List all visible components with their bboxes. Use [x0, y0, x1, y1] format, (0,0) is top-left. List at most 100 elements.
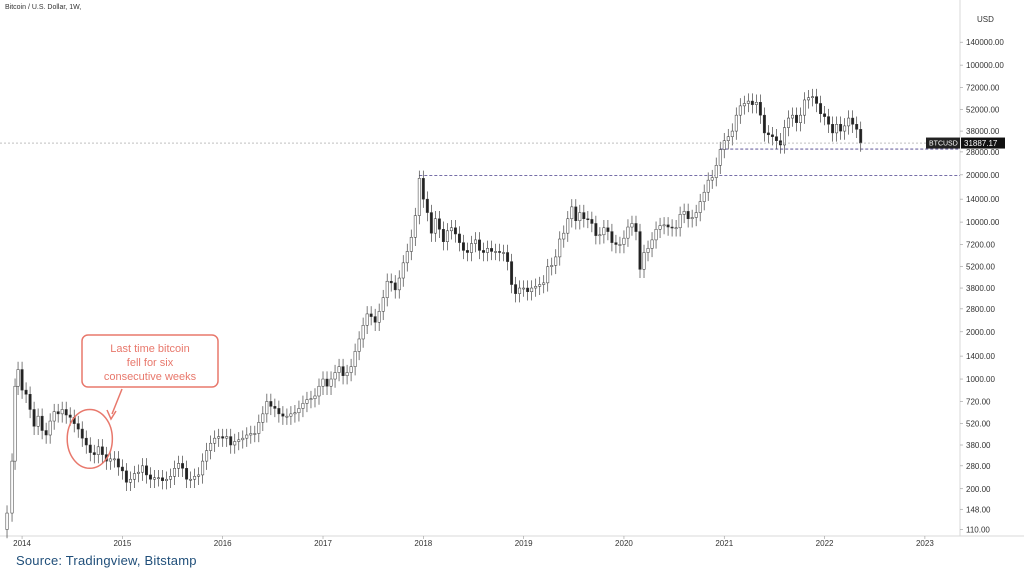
candle-body [285, 415, 289, 418]
candle-body [622, 237, 626, 245]
candle-body [389, 280, 393, 284]
candlesticks [5, 88, 863, 539]
y-tick-label: 20000.00 [966, 171, 1000, 180]
candle-body [337, 366, 341, 373]
candle-body [153, 477, 156, 480]
candle-body [329, 378, 333, 387]
y-tick-label: 110.00 [966, 526, 990, 535]
candle-body [726, 136, 730, 141]
candle-body [413, 215, 417, 238]
candle-body [193, 476, 197, 480]
candle-body [514, 284, 518, 294]
candle-body [313, 395, 317, 399]
candle-body [189, 478, 193, 481]
candle-body [510, 261, 514, 285]
candle-body [289, 413, 293, 417]
symbol-label: BTCUSD [929, 141, 958, 148]
candle-body [36, 415, 40, 427]
candle-body [225, 436, 229, 439]
candle-body [770, 134, 774, 137]
candle-body [373, 316, 377, 323]
candle-body [385, 280, 389, 298]
candle-body [811, 96, 814, 98]
candle-body [714, 165, 718, 178]
candle-body [13, 385, 17, 462]
y-tick-label: 280.00 [966, 462, 991, 471]
candle-body [783, 127, 786, 146]
candle-body [301, 403, 305, 409]
candle-body [803, 99, 806, 116]
candle-body [237, 439, 241, 442]
candle-body [277, 408, 281, 415]
last-price-value: 31887.17 [964, 139, 998, 148]
candle-body [52, 411, 56, 422]
candle-body [241, 437, 245, 441]
candle-body [92, 452, 96, 455]
candle-body [734, 114, 738, 132]
candle-body [746, 100, 750, 104]
candle-body [494, 251, 497, 253]
candle-body [626, 226, 630, 239]
x-tick-label: 2022 [816, 539, 834, 548]
y-tick-label: 7200.00 [966, 240, 995, 249]
candle-body [5, 512, 9, 530]
candle-body [116, 458, 120, 468]
candle-body [209, 442, 213, 451]
candle-body [349, 366, 353, 373]
candle-body [478, 239, 481, 251]
candle-body [417, 178, 421, 216]
candle-body [738, 105, 742, 116]
candle-body [140, 465, 144, 473]
candle-body [124, 470, 128, 483]
candle-body [574, 206, 578, 221]
candle-body [165, 478, 168, 481]
y-tick-label: 3800.00 [966, 284, 995, 293]
candle-body [297, 408, 301, 413]
candle-body [100, 446, 104, 455]
candle-body [843, 125, 847, 132]
candle-body [221, 436, 225, 439]
candle-body [594, 223, 598, 236]
candle-body [550, 265, 554, 267]
candle-body [847, 117, 851, 127]
candle-body [265, 401, 269, 415]
candle-body [185, 468, 189, 480]
candle-body [80, 428, 84, 439]
annotation: Last time bitcoin fell for six consecuti… [66, 334, 219, 470]
candle-body [245, 434, 249, 439]
candle-body [534, 286, 538, 289]
highlight-ellipse [66, 408, 114, 470]
candle-body [570, 206, 574, 220]
candle-body [177, 463, 181, 469]
candle-body [132, 473, 136, 480]
candle-body [421, 178, 425, 200]
candle-body [586, 218, 590, 221]
y-tick-label: 10000.00 [966, 218, 1000, 227]
candle-body [470, 243, 473, 253]
candle-body [84, 437, 88, 446]
candle-body [213, 437, 217, 444]
chart-title: Bitcoin / U.S. Dollar, 1W, [5, 4, 81, 11]
candle-body [795, 114, 798, 123]
candle-body [678, 214, 682, 229]
candle-body [197, 474, 201, 477]
candle-body [839, 124, 843, 132]
candle-body [249, 433, 253, 436]
candle-body [791, 114, 794, 119]
candle-body [754, 102, 758, 105]
candle-body [56, 411, 60, 415]
candle-body [201, 460, 205, 476]
candle-body [257, 422, 261, 434]
annotation-line-3: consecutive weeks [104, 371, 197, 383]
reference-lines [419, 148, 960, 176]
candle-body [666, 224, 670, 228]
candle-body [766, 132, 770, 136]
annotation-arrow-head [106, 409, 117, 421]
candle-body [96, 446, 100, 455]
candle-body [60, 409, 64, 415]
candle-body [369, 313, 373, 317]
candle-body [823, 113, 827, 117]
candle-body [10, 460, 14, 514]
candle-body [108, 458, 112, 462]
candle-body [482, 250, 485, 253]
